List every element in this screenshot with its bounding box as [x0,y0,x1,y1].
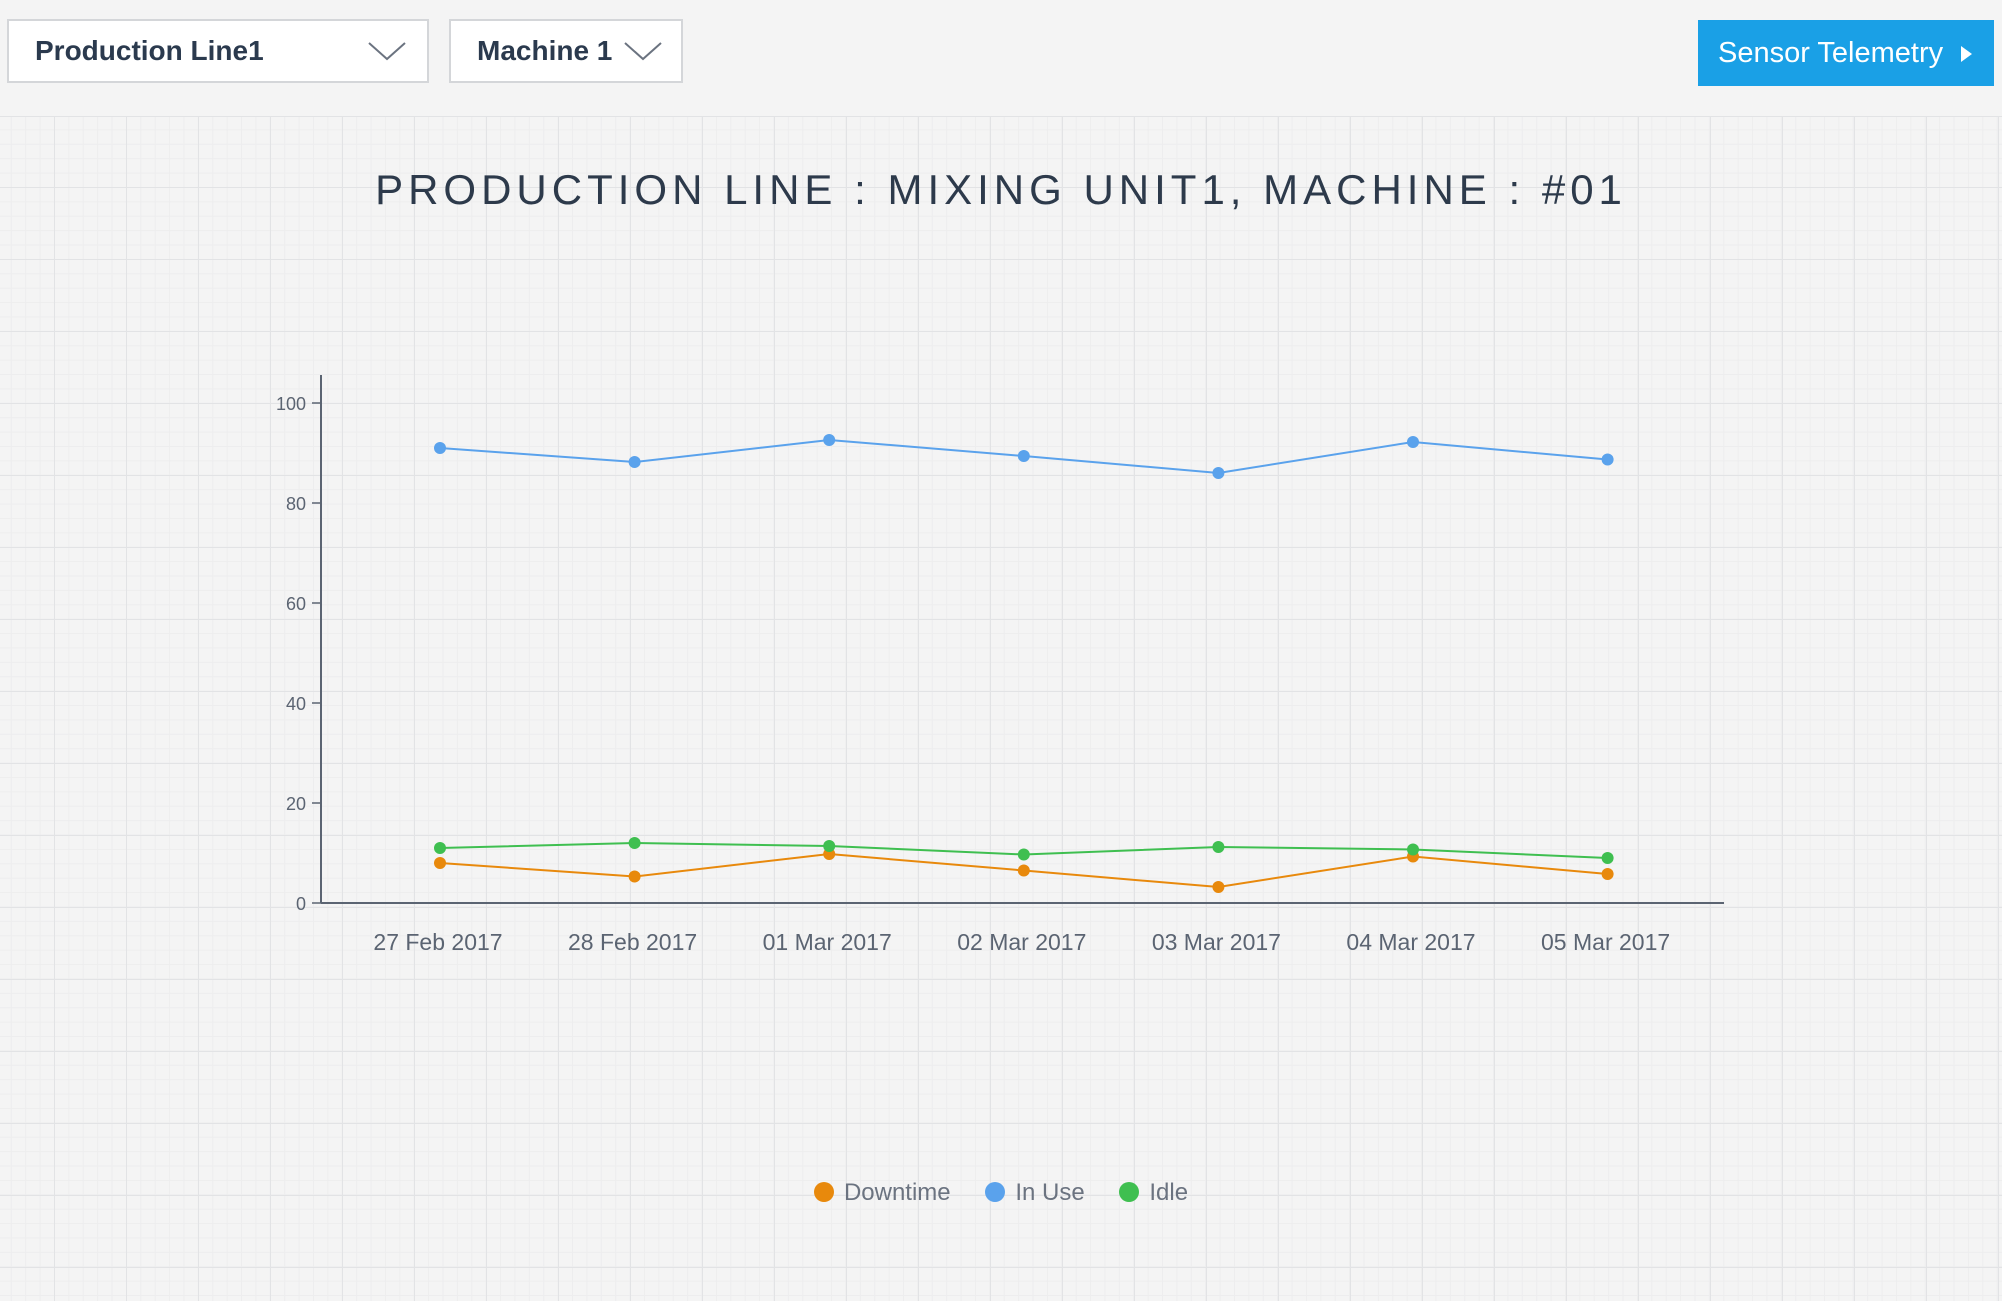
data-point-idle [1601,852,1614,864]
data-point-in-use [1407,436,1419,448]
production-line-dropdown-label: Production Line1 [35,35,264,66]
data-point-idle [1407,843,1419,856]
top-toolbar: Production Line1 Machine 1 Sensor Teleme… [0,0,2002,116]
y-tick-label: 100 [276,394,306,414]
play-arrow-icon [1961,46,1972,62]
data-point-in-use [1601,453,1614,466]
data-point-downtime [434,857,446,869]
chart-panel [0,116,2002,1301]
data-point-idle [1017,848,1030,861]
data-point-downtime [1017,864,1030,877]
y-tick-label: 40 [286,694,306,714]
x-tick-label: 28 Feb 2017 [568,929,697,955]
chart-legend: Downtime In Use Idle [0,1175,2002,1215]
y-tick-label: 20 [286,794,306,814]
chart-title: PRODUCTION LINE : MIXING UNIT1, MACHINE … [375,166,1627,213]
y-tick-label: 80 [286,494,306,514]
legend-item-idle[interactable]: Idle [1119,1175,1188,1211]
machine-dropdown[interactable]: Machine 1 [449,19,683,83]
legend-label-in-use: In Use [1015,1179,1085,1206]
legend-dot-in-use [985,1181,1006,1202]
x-tick-label: 01 Mar 2017 [763,929,892,955]
x-tick-label: 03 Mar 2017 [1152,929,1281,955]
x-tick-label: 27 Feb 2017 [373,929,502,955]
machine-dropdown-label: Machine 1 [477,35,613,66]
data-point-idle [628,837,641,849]
data-point-in-use [823,434,836,446]
production-line-dropdown[interactable]: Production Line1 [7,19,429,83]
data-point-downtime [628,870,641,883]
data-point-idle [1212,841,1225,853]
legend-item-in-use[interactable]: In Use [985,1175,1085,1211]
legend-dot-idle [1119,1181,1140,1202]
data-point-in-use [628,456,641,468]
legend-label-idle: Idle [1149,1179,1189,1206]
data-point-downtime [1601,868,1614,880]
x-tick-label: 02 Mar 2017 [957,929,1086,955]
y-tick-label: 0 [296,894,306,914]
chevron-down-icon [624,42,662,61]
y-tick-label: 60 [286,594,306,614]
data-point-in-use [1212,467,1225,479]
legend-dot-downtime [813,1181,834,1202]
sensor-telemetry-button-label: Sensor Telemetry [1718,37,1944,69]
chevron-down-icon [368,42,406,61]
x-tick-label: 05 Mar 2017 [1541,929,1670,955]
data-point-idle [434,842,446,854]
data-point-downtime [1212,881,1225,893]
legend-item-downtime[interactable]: Downtime [813,1175,951,1211]
data-point-idle [823,840,836,852]
data-point-in-use [434,442,446,454]
x-tick-label: 04 Mar 2017 [1346,929,1475,955]
legend-label-downtime: Downtime [843,1179,951,1206]
data-point-in-use [1017,450,1030,462]
sensor-telemetry-button[interactable]: Sensor Telemetry [1698,20,1994,86]
